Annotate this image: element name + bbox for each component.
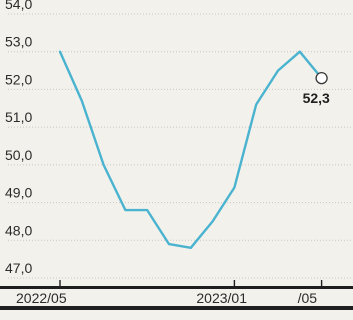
y-tick-label-6: 53,0 [5, 34, 32, 50]
y-axis-ticks: 47,0 48,0 49,0 50,0 51,0 52,0 53,0 54,0 [5, 0, 32, 276]
x-axis-ticks: 2022/05 2023/01/05 [16, 280, 323, 306]
y-tick-label-0: 47,0 [5, 260, 32, 276]
grid-layer [8, 13, 353, 279]
series-line [58, 50, 323, 250]
x-tick-label-1: 2023/01 [196, 290, 247, 306]
y-tick-label-2: 49,0 [5, 185, 32, 201]
last-value-label: 52,3 [303, 90, 330, 106]
y-tick-label-3: 50,0 [5, 147, 32, 163]
y-tick-label-5: 52,0 [5, 71, 32, 87]
x-axis-baseline [0, 286, 353, 289]
y-tick-label-4: 51,0 [5, 109, 32, 125]
x-tick-label-0: 2022/05 [16, 290, 67, 306]
x-tick-label-2: /05 [298, 290, 318, 306]
bottom-rule [0, 306, 353, 310]
series-layer [58, 50, 323, 250]
marker-layer: 52,3 [59, 51, 330, 248]
y-tick-label-1: 48,0 [5, 222, 32, 238]
y-tick-label-7: 54,0 [5, 0, 32, 12]
last-point-marker [315, 71, 328, 85]
